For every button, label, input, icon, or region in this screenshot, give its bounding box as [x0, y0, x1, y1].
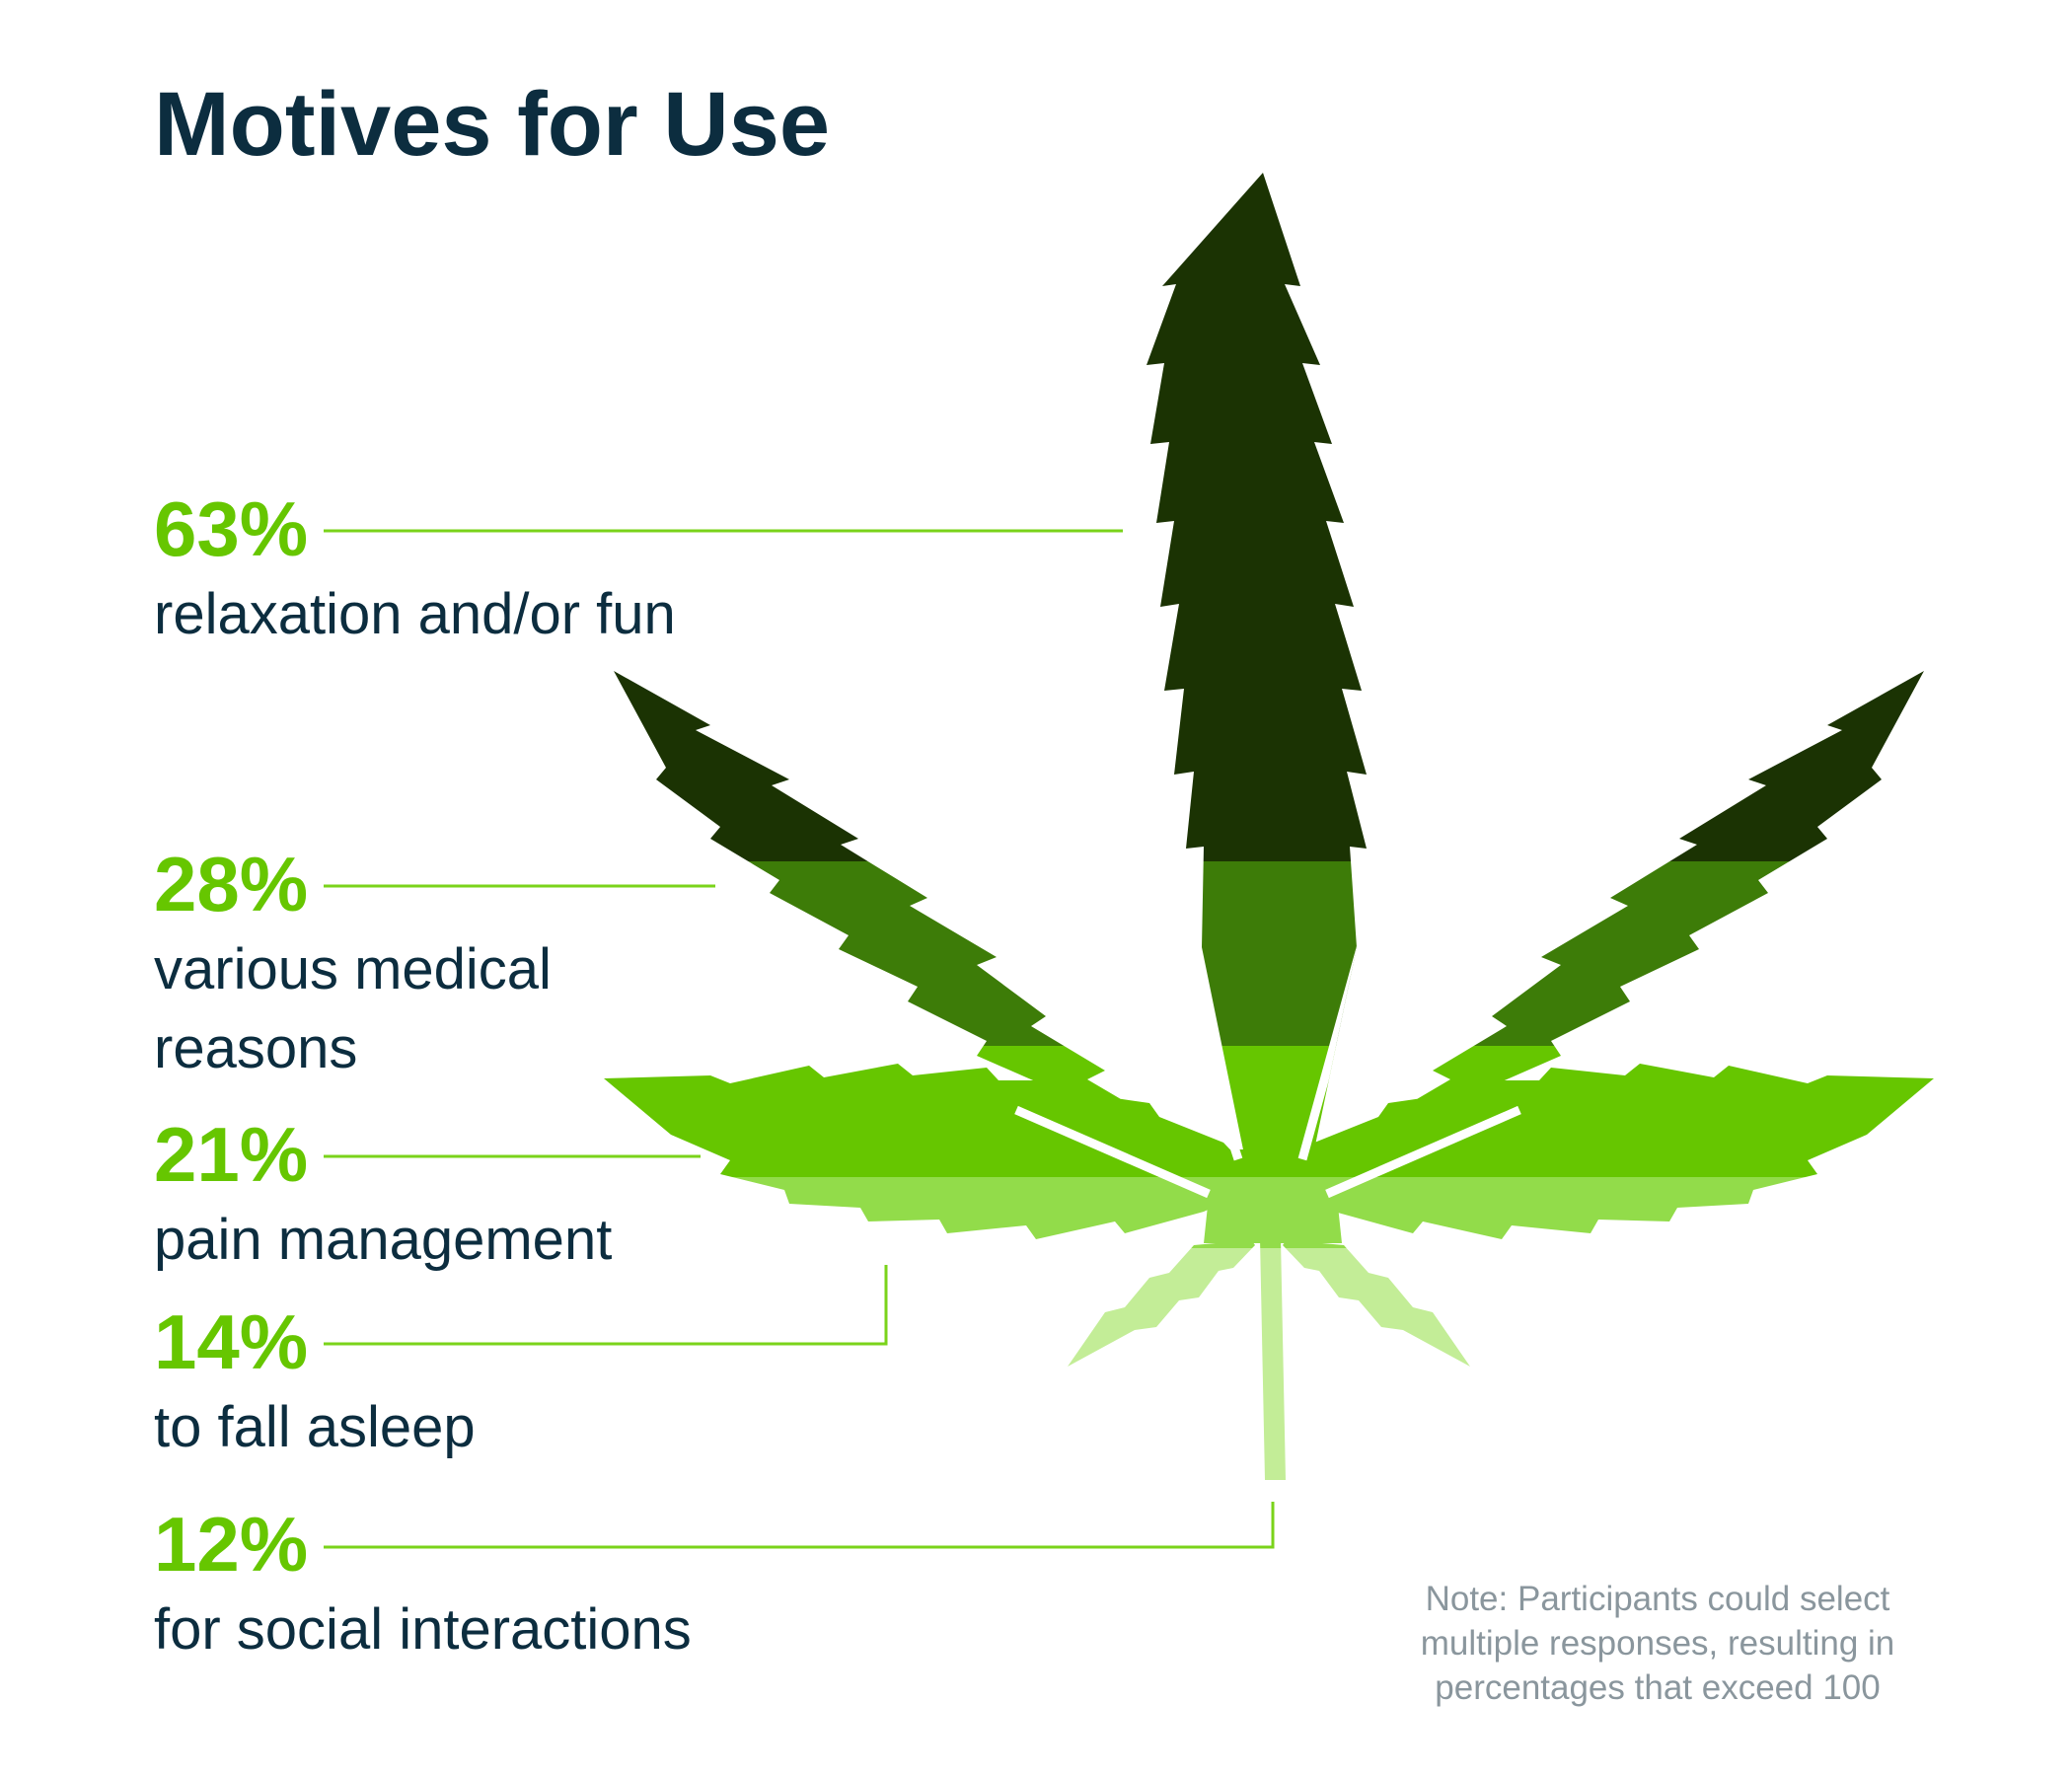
leader-line-4	[324, 1265, 888, 1346]
leaf-band-5	[604, 1248, 1934, 1480]
leader-lines	[324, 529, 1275, 1549]
category-name: to fall asleep	[154, 1388, 476, 1467]
category-name-line: various medical	[154, 937, 552, 1001]
category-name-line: relaxation and/or fun	[154, 582, 676, 646]
category-name: relaxation and/or fun	[154, 575, 676, 654]
category-label-2: 28% various medical reasons	[154, 846, 552, 1088]
leaf-band-3	[604, 1046, 1934, 1177]
category-name: for social interactions	[154, 1591, 692, 1669]
footnote: Note: Participants could select multiple…	[1420, 1580, 1895, 1707]
category-label-1: 63% relaxation and/or fun	[154, 490, 676, 654]
percent-value: 12%	[154, 1501, 309, 1588]
percent-value: 21%	[154, 1111, 309, 1198]
category-name-line: to fall asleep	[154, 1395, 476, 1459]
category-label-4: 14% to fall asleep	[154, 1303, 476, 1467]
leader-line-5	[324, 1502, 1275, 1549]
category-name-line: reasons	[154, 1016, 358, 1080]
category-name: pain management	[154, 1201, 612, 1280]
category-name: various medical reasons	[154, 930, 552, 1088]
leaf-band-4	[604, 1177, 1934, 1248]
leaf-band-2	[604, 861, 1934, 1046]
leaf-band-1	[604, 173, 1934, 861]
category-label-5: 12% for social interactions	[154, 1506, 692, 1669]
leaf-vein-4	[1325, 1105, 1521, 1199]
percent-value: 14%	[154, 1298, 309, 1385]
percent-value: 63%	[154, 485, 309, 572]
chart-title: Motives for Use	[154, 74, 831, 175]
percent-value: 28%	[154, 841, 309, 927]
category-name-line: pain management	[154, 1208, 613, 1272]
category-name-line: for social interactions	[154, 1597, 692, 1662]
leaf-vein-3	[1014, 1105, 1211, 1199]
category-label-3: 21% pain management	[154, 1116, 612, 1280]
